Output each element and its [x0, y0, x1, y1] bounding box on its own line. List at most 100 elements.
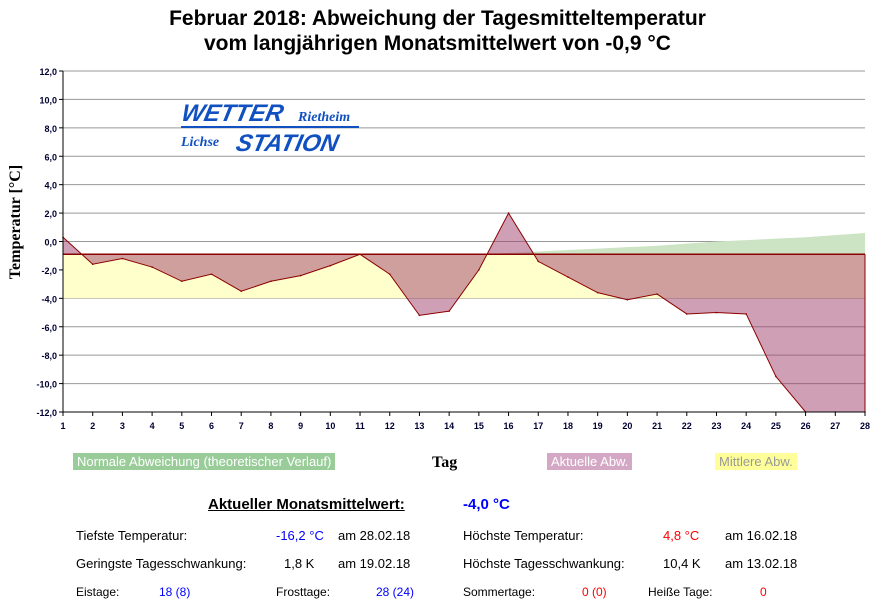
- min-temp-value: -16,2 °C: [276, 528, 324, 543]
- hot-days-value: 0: [760, 585, 767, 599]
- x-tick-label: 3: [120, 421, 125, 431]
- logo-word-rietheim: Rietheim: [297, 110, 350, 125]
- ice-days-value: 18 (8): [159, 585, 191, 599]
- chart-title-line2: vom langjährigen Monatsmittelwert von -0…: [204, 32, 671, 55]
- data-point: [775, 375, 777, 378]
- x-tick-label: 12: [385, 421, 395, 431]
- max-range-date: am 13.02.18: [725, 556, 798, 571]
- frost-days-value: 28 (24): [376, 585, 415, 599]
- data-point: [626, 298, 629, 301]
- x-tick-label: 20: [622, 421, 632, 431]
- logo: WETTER Rietheim Lichse STATION: [179, 100, 359, 157]
- x-tick-label: 22: [682, 421, 692, 431]
- data-point: [151, 266, 153, 268]
- frost-days-label: Frosttage:: [276, 585, 331, 599]
- x-tick-label: 24: [741, 421, 751, 431]
- y-tick-label: -12,0: [36, 408, 57, 418]
- max-range-label: Höchste Tagesschwankung:: [463, 556, 625, 571]
- data-point: [537, 260, 540, 263]
- actual-deviation-line: [62, 212, 865, 413]
- data-point: [359, 253, 361, 256]
- y-tick-label: -2,0: [41, 266, 57, 276]
- x-tick-label: 15: [474, 421, 484, 431]
- x-tick-label: 8: [268, 421, 273, 431]
- x-axis-label: Tag: [432, 454, 458, 471]
- max-temp-label: Höchste Temperatur:: [463, 528, 584, 543]
- min-range-value: 1,8 K: [284, 556, 315, 571]
- y-tick-label: 10,0: [39, 95, 57, 105]
- x-tick-label: 14: [444, 421, 454, 431]
- data-point: [715, 311, 718, 314]
- x-tick-label: 4: [150, 421, 155, 431]
- x-tick-label: 5: [179, 421, 184, 431]
- summer-days-value: 0 (0): [582, 585, 607, 599]
- min-range-label: Geringste Tagesschwankung:: [76, 556, 247, 571]
- data-point: [181, 280, 183, 283]
- data-point: [448, 310, 450, 312]
- data-point: [745, 313, 747, 315]
- hot-days-label: Heiße Tage:: [648, 585, 713, 599]
- y-tick-label: -10,0: [36, 380, 57, 390]
- min-temp-label: Tiefste Temperatur:: [76, 528, 188, 543]
- data-point: [329, 264, 332, 267]
- max-temp-date: am 16.02.18: [725, 528, 798, 543]
- data-point: [596, 291, 599, 294]
- ice-days-label: Eistage:: [76, 585, 120, 599]
- logo-word-wetter: WETTER: [179, 100, 286, 127]
- x-tick-label: 9: [298, 421, 303, 431]
- monthly-mean-value: -4,0 °C: [463, 496, 510, 513]
- min-temp-date: am 28.02.18: [338, 528, 411, 543]
- x-tick-label: 11: [355, 421, 365, 431]
- x-tick-label: 7: [239, 421, 244, 431]
- x-tick-label: 26: [801, 421, 811, 431]
- data-point: [418, 314, 421, 317]
- y-tick-label: -4,0: [41, 294, 57, 304]
- summer-days-label: Sommertage:: [463, 585, 536, 599]
- data-point: [240, 290, 243, 293]
- x-tick-label: 21: [652, 421, 662, 431]
- x-tick-label: 19: [593, 421, 603, 431]
- y-tick-label: 12,0: [39, 67, 57, 77]
- max-range-value: 10,4 K: [663, 556, 701, 571]
- data-point: [91, 263, 94, 266]
- x-tick-label: 16: [504, 421, 514, 431]
- data-point: [656, 293, 658, 295]
- y-axis-label: Temperatur [°C]: [7, 165, 24, 279]
- actual-deviation-area: [63, 213, 865, 412]
- y-tick-label: 8,0: [44, 124, 57, 134]
- data-point: [270, 280, 272, 283]
- data-point: [685, 313, 688, 315]
- x-tick-label: 18: [563, 421, 573, 431]
- data-point: [507, 212, 510, 214]
- y-tick-label: 2,0: [44, 209, 57, 219]
- legend-actual: Aktuelle Abw.: [547, 453, 633, 470]
- chart-title-line1: Februar 2018: Abweichung der Tagesmittel…: [169, 7, 706, 30]
- x-tick-label: 10: [325, 421, 335, 431]
- logo-word-lichse: Lichse: [180, 135, 219, 150]
- x-tick-label: 28: [860, 421, 870, 431]
- x-tick-label: 6: [209, 421, 214, 431]
- min-range-date: am 19.02.18: [338, 556, 411, 571]
- x-tick-label: 13: [414, 421, 424, 431]
- x-tick-label: 17: [533, 421, 543, 431]
- data-point: [567, 276, 569, 278]
- legend-mean: Mittlere Abw.: [715, 453, 797, 470]
- x-tick-label: 1: [60, 421, 65, 431]
- y-tick-label: -8,0: [41, 351, 57, 361]
- logo-word-station: STATION: [234, 130, 342, 157]
- x-tick-label: 27: [830, 421, 840, 431]
- x-tick-label: 2: [90, 421, 95, 431]
- y-tick-label: 4,0: [44, 181, 57, 191]
- data-point: [388, 273, 391, 275]
- legend-normal: Normale Abweichung (theoretischer Verlau…: [73, 453, 336, 470]
- chart: 12,0 10,0 8,0 6,0 4,0 2,0 0,0 -2,0 -4,0 -6,0 -8,0 -…: [7, 67, 870, 431]
- monthly-mean-label: Aktueller Monatsmittelwert:: [208, 496, 405, 513]
- x-tick-label: 25: [771, 421, 781, 431]
- x-tick-label: 23: [711, 421, 721, 431]
- data-point: [210, 273, 213, 275]
- y-tick-label: -6,0: [41, 323, 57, 333]
- y-tick-label: 0,0: [44, 238, 57, 248]
- data-point: [478, 269, 480, 271]
- max-temp-value: 4,8 °C: [663, 528, 700, 543]
- y-tick-label: 6,0: [44, 152, 57, 162]
